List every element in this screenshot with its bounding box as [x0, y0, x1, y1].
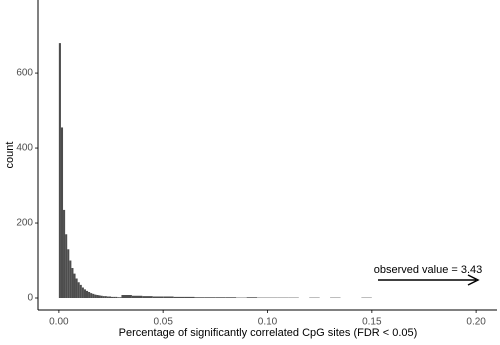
bar	[108, 296, 112, 299]
bar	[63, 209, 66, 299]
bar	[60, 127, 64, 299]
bar	[131, 295, 143, 299]
bar	[96, 295, 99, 299]
bar	[113, 296, 116, 299]
bar	[111, 296, 114, 299]
bar	[100, 295, 103, 299]
bar	[79, 284, 82, 299]
y-axis-label: count	[4, 142, 16, 169]
x-axis-label: Percentage of significantly correlated C…	[119, 327, 418, 339]
bar	[184, 296, 195, 299]
bar	[104, 296, 107, 299]
bar	[75, 278, 78, 299]
bar	[194, 297, 205, 299]
bar	[117, 297, 120, 299]
bar	[115, 296, 118, 299]
bar	[106, 296, 109, 299]
bar	[163, 296, 174, 299]
bar	[119, 297, 122, 299]
y-tick-label: 600	[16, 68, 33, 79]
bar	[85, 290, 89, 299]
x-tick-label: 0.15	[362, 317, 382, 328]
bar	[102, 296, 105, 299]
bar	[73, 273, 76, 299]
bar	[225, 297, 237, 299]
bar	[77, 282, 80, 299]
arrow	[378, 274, 480, 286]
bar	[98, 295, 101, 299]
x-tick-label: 0.10	[258, 317, 278, 328]
bar	[152, 296, 164, 299]
y-tick-label: 200	[16, 218, 33, 229]
annotation: observed value = 3.43	[374, 264, 483, 276]
bar	[69, 260, 72, 299]
y-tick-label: 400	[16, 143, 33, 154]
bar	[90, 293, 93, 299]
bar	[88, 292, 91, 299]
bar	[173, 296, 185, 299]
bar	[65, 234, 68, 299]
bar	[204, 297, 216, 299]
bar	[92, 293, 95, 299]
bar	[94, 294, 97, 299]
bar	[215, 297, 226, 299]
bar	[142, 296, 153, 299]
y-tick-label: 0	[27, 293, 33, 304]
x-tick-label: 0.00	[49, 317, 69, 328]
bar	[81, 287, 84, 299]
bar	[83, 289, 86, 299]
x-tick-label: 0.05	[153, 317, 173, 328]
bar	[71, 268, 74, 299]
bar	[121, 295, 132, 299]
x-tick-label: 0.20	[466, 317, 486, 328]
bar	[67, 249, 70, 299]
bar	[58, 43, 61, 299]
bar	[246, 297, 258, 299]
